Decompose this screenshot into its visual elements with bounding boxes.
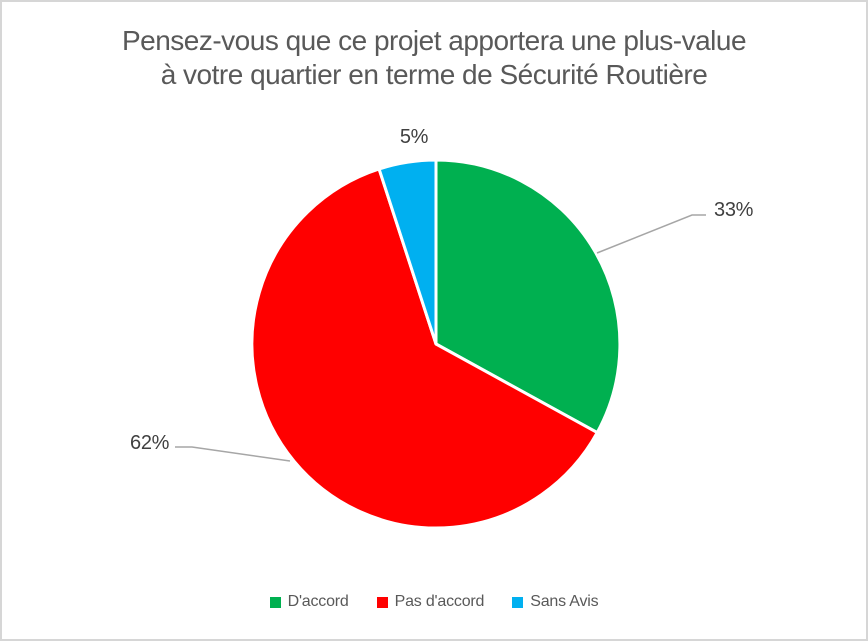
legend-label: D'accord bbox=[287, 593, 349, 610]
legend-swatch-icon bbox=[512, 596, 524, 608]
legend-item-3: Sans Avis bbox=[512, 593, 599, 611]
pie-slice-1 bbox=[434, 158, 622, 435]
chart-title-line2: à votre quartier en terme de Sécurité Ro… bbox=[160, 59, 708, 90]
leader-line-pas-daccord bbox=[175, 446, 291, 462]
data-label-sans-avis: 5% bbox=[400, 126, 429, 148]
data-label-pas-daccord: 62% bbox=[130, 432, 170, 454]
legend-label: Sans Avis bbox=[530, 593, 599, 610]
pie-slices bbox=[250, 158, 622, 530]
pie-slice-3 bbox=[377, 158, 438, 346]
legend-swatch-icon bbox=[269, 596, 281, 608]
chart-legend: D'accord Pas d'accord Sans Avis bbox=[2, 593, 866, 611]
data-label-daccord: 33% bbox=[714, 199, 754, 221]
legend-label: Pas d'accord bbox=[394, 593, 485, 610]
chart-title: Pensez-vous que ce projet apportera une … bbox=[2, 24, 866, 92]
legend-item-2: Pas d'accord bbox=[376, 593, 485, 611]
legend-swatch-icon bbox=[376, 596, 388, 608]
pie-slice-2 bbox=[250, 167, 599, 530]
leader-line-daccord bbox=[596, 214, 706, 254]
chart-title-line1: Pensez-vous que ce projet apportera une … bbox=[121, 25, 747, 56]
legend-item-1: D'accord bbox=[269, 593, 349, 611]
